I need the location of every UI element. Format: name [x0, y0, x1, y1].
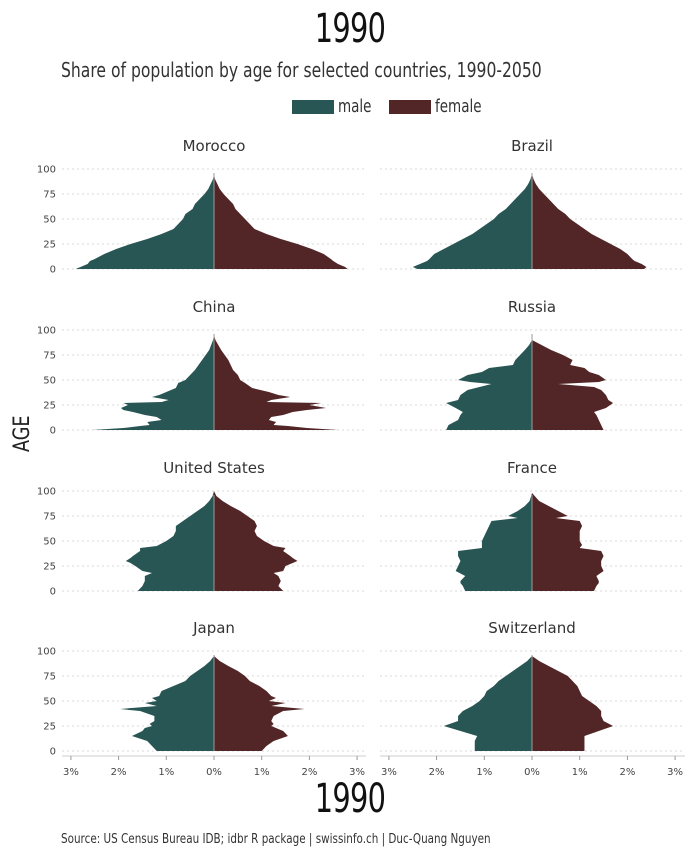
chart-subtitle: Share of population by age for selected …: [61, 58, 542, 82]
legend-label-female: female: [434, 96, 482, 117]
male-area: [446, 330, 532, 430]
panel-title: Switzerland: [488, 619, 576, 637]
panel-switzerland: Switzerland 3% 2% 1% 0% 1% 2% 3%: [380, 619, 685, 778]
y-tick-label: 50: [43, 376, 56, 387]
panel-title: United States: [163, 459, 265, 477]
panel-title: Morocco: [183, 137, 246, 155]
panel-title: Brazil: [511, 137, 553, 155]
x-tick-label: 1%: [254, 767, 270, 778]
y-tick-label: 0: [50, 265, 56, 276]
female-area: [532, 330, 614, 430]
panel-france: France: [380, 459, 685, 592]
panel-morocco: Morocco 0 25 50 75 100: [37, 137, 366, 276]
y-tick-label: 75: [43, 351, 56, 362]
panel-title: China: [193, 298, 236, 316]
panel-united-states: United States 0 25 50 75 100: [37, 459, 366, 598]
male-area: [120, 651, 214, 751]
panel-title: Japan: [192, 619, 235, 637]
y-tick-label: 100: [37, 165, 56, 176]
x-tick-label: 1%: [572, 767, 588, 778]
y-tick-label: 0: [50, 426, 56, 437]
x-tick-label: 1%: [476, 767, 492, 778]
source-caption: Source: US Census Bureau IDB; idbr R pac…: [61, 832, 491, 847]
female-area: [214, 491, 298, 591]
male-area: [92, 330, 214, 430]
x-tick-label: 3%: [667, 767, 683, 778]
x-tick-label: 2%: [111, 767, 127, 778]
chart-title: 1990: [314, 6, 386, 52]
x-tick-label: 3%: [63, 767, 79, 778]
y-tick-label: 50: [43, 697, 56, 708]
female-area: [214, 330, 339, 430]
y-tick-label: 75: [43, 512, 56, 523]
x-tick-label: 3%: [381, 767, 397, 778]
male-area: [443, 651, 532, 751]
y-tick-label: 25: [43, 562, 56, 573]
female-area: [532, 491, 604, 591]
y-tick-label: 25: [43, 401, 56, 412]
panel-china: China 0 25 50 75 100: [37, 298, 366, 437]
panel-russia: Russia: [380, 298, 685, 431]
x-tick-label: 1%: [158, 767, 174, 778]
male-area: [125, 491, 214, 591]
legend-swatch-female: [388, 99, 431, 114]
y-tick-label: 50: [43, 215, 56, 226]
y-tick-label: 75: [43, 190, 56, 201]
panel-title: Russia: [508, 298, 556, 316]
y-tick-label: 100: [37, 487, 56, 498]
female-area: [214, 169, 348, 269]
x-tick-label: 2%: [619, 767, 635, 778]
x-tick-label: 0%: [524, 767, 540, 778]
x-tick-label: 0%: [206, 767, 222, 778]
panel-title: France: [507, 459, 557, 477]
legend-label-male: male: [338, 96, 372, 117]
y-tick-label: 25: [43, 722, 56, 733]
y-tick-label: 50: [43, 537, 56, 548]
male-area: [455, 491, 532, 591]
y-tick-label: 0: [50, 747, 56, 758]
y-tick-label: 0: [50, 587, 56, 598]
male-area: [412, 169, 532, 269]
y-tick-label: 100: [37, 326, 56, 337]
x-tick-label: 2%: [301, 767, 317, 778]
x-tick-label: 3%: [349, 767, 365, 778]
y-tick-label: 75: [43, 672, 56, 683]
x-tick-label: 2%: [429, 767, 445, 778]
footer-year: 1990: [314, 776, 386, 822]
female-area: [214, 651, 305, 751]
legend: male female: [292, 96, 487, 117]
female-area: [532, 169, 647, 269]
male-area: [75, 169, 214, 269]
female-area: [532, 651, 614, 751]
panel-japan: Japan 0 25 50 75 100 3% 2% 1% 0% 1% 2% 3%: [37, 619, 366, 778]
panel-brazil: Brazil: [380, 137, 685, 270]
y-tick-label: 100: [37, 647, 56, 658]
legend-swatch-male: [292, 99, 334, 114]
y-tick-label: 25: [43, 240, 56, 251]
